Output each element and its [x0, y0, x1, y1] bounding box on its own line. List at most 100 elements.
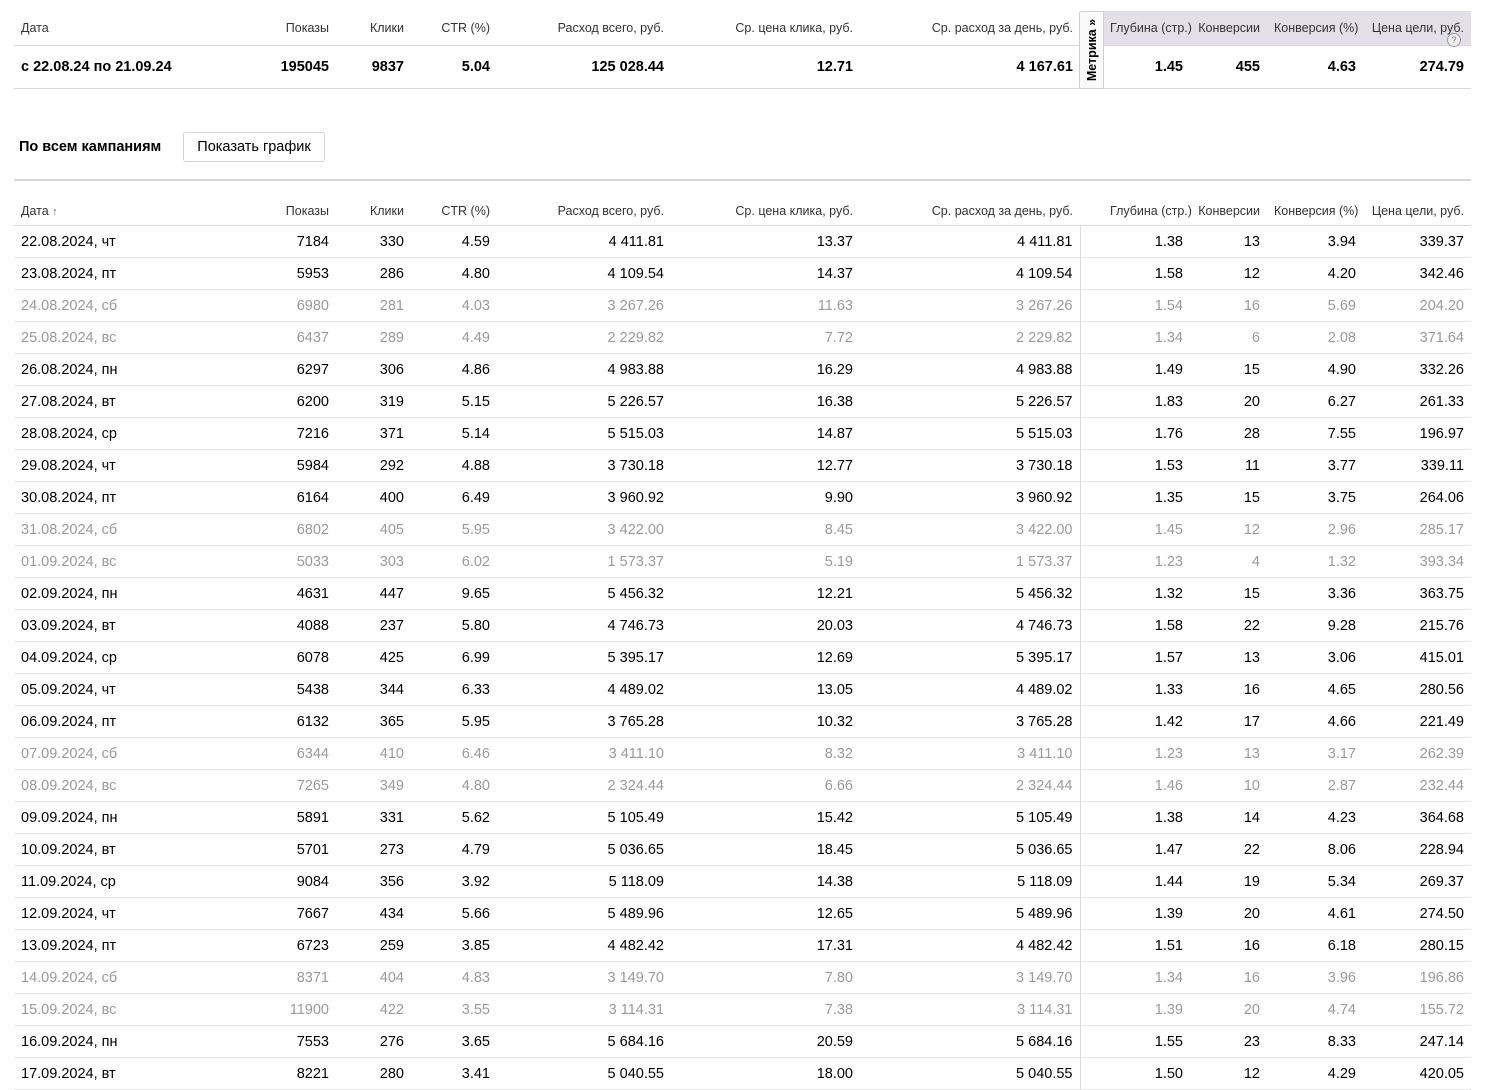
cell-date: 26.08.2024, пн [14, 353, 248, 386]
cell-avg-cpc: 8.45 [671, 513, 860, 546]
cell-conversions: 4 [1190, 545, 1267, 578]
cell-ctr: 6.33 [411, 673, 497, 706]
cell-depth: 1.57 [1103, 641, 1190, 674]
table-row: 06.09.2024, пт 6132 365 5.95 3 765.28 10.32 3 … [14, 705, 1471, 738]
summary-clicks: 9837 [336, 45, 411, 89]
cell-date: 02.09.2024, пн [14, 577, 248, 610]
table-row: 02.09.2024, пн 4631 447 9.65 5 456.32 12.21 5 … [14, 577, 1471, 610]
cell-spend: 4 746.73 [497, 609, 671, 642]
cell-conversion-rate: 8.06 [1267, 833, 1363, 866]
summary-col-ctr: CTR (%) [411, 11, 497, 46]
summary-col-date: Дата [14, 11, 248, 46]
cell-clicks: 303 [336, 545, 411, 578]
help-icon[interactable]: ? [1447, 33, 1461, 47]
cell-conversions: 22 [1190, 833, 1267, 866]
summary-total-row: с 22.08.24 по 21.09.24 195045 9837 5.04 … [14, 11, 1471, 89]
summary-col-conversion-rate: Конверсия (%) [1267, 11, 1363, 46]
cell-impressions: 6078 [248, 641, 336, 674]
cell-ctr: 6.02 [411, 545, 497, 578]
cell-clicks: 422 [336, 993, 411, 1026]
cell-goal-cost: 332.26 [1363, 353, 1471, 386]
cell-conversions: 6 [1190, 321, 1267, 354]
cell-spend: 5 395.17 [497, 641, 671, 674]
col-conversions-header[interactable]: Конверсии [1190, 196, 1267, 226]
cell-goal-cost: 393.34 [1363, 545, 1471, 578]
metrika-separator-cell [1079, 1025, 1103, 1058]
cell-clicks: 344 [336, 673, 411, 706]
table-row: 24.08.2024, сб 6980 281 4.03 3 267.26 11.63 3 … [14, 289, 1471, 322]
cell-date: 24.08.2024, сб [14, 289, 248, 322]
metrika-tab-label: Метрика » [1084, 18, 1099, 82]
cell-avg-cpc: 11.63 [671, 289, 860, 322]
cell-goal-cost: 228.94 [1363, 833, 1471, 866]
cell-date: 04.09.2024, ср [14, 641, 248, 674]
cell-avg-daily-spend: 3 730.18 [860, 449, 1080, 482]
cell-ctr: 6.46 [411, 737, 497, 770]
cell-depth: 1.38 [1103, 801, 1190, 834]
metrika-separator-cell [1079, 321, 1103, 354]
cell-spend: 3 765.28 [497, 705, 671, 738]
summary-conversions: 455 [1190, 45, 1267, 89]
cell-conversion-rate: 4.90 [1267, 353, 1363, 386]
cell-impressions: 7667 [248, 897, 336, 930]
cell-spend: 5 489.96 [497, 897, 671, 930]
cell-conversions: 22 [1190, 609, 1267, 642]
col-conversion-rate-header[interactable]: Конверсия (%) [1267, 196, 1363, 226]
cell-depth: 1.50 [1103, 1057, 1190, 1090]
cell-avg-daily-spend: 5 515.03 [860, 417, 1080, 450]
cell-avg-daily-spend: 5 456.32 [860, 577, 1080, 610]
cell-depth: 1.58 [1103, 257, 1190, 290]
cell-conversion-rate: 4.29 [1267, 1057, 1363, 1090]
metrika-separator-cell [1079, 513, 1103, 546]
cell-depth: 1.44 [1103, 865, 1190, 898]
cell-goal-cost: 285.17 [1363, 513, 1471, 546]
cell-impressions: 6802 [248, 513, 336, 546]
cell-conversion-rate: 5.34 [1267, 865, 1363, 898]
cell-depth: 1.53 [1103, 449, 1190, 482]
cell-date: 13.09.2024, пт [14, 929, 248, 962]
cell-avg-cpc: 7.80 [671, 961, 860, 994]
cell-date: 14.09.2024, сб [14, 961, 248, 994]
cell-conversion-rate: 6.27 [1267, 385, 1363, 418]
cell-ctr: 4.59 [411, 225, 497, 258]
metrika-tab[interactable]: Метрика » [1079, 11, 1104, 89]
show-chart-button[interactable]: Показать график [183, 132, 325, 162]
cell-spend: 3 422.00 [497, 513, 671, 546]
col-clicks-header[interactable]: Клики [336, 196, 411, 226]
col-ctr-header[interactable]: CTR (%) [411, 196, 497, 226]
cell-conversions: 15 [1190, 577, 1267, 610]
col-avg-daily-spend-header[interactable]: Ср. расход за день, руб. [860, 196, 1080, 226]
cell-conversion-rate: 3.75 [1267, 481, 1363, 514]
col-impressions-header[interactable]: Показы [248, 196, 336, 226]
metrika-separator-cell [1079, 673, 1103, 706]
cell-impressions: 5438 [248, 673, 336, 706]
cell-conversion-rate: 4.23 [1267, 801, 1363, 834]
table-row: 15.09.2024, вс 11900 422 3.55 3 114.31 7.38 3 … [14, 993, 1471, 1026]
cell-clicks: 447 [336, 577, 411, 610]
col-spend-header[interactable]: Расход всего, руб. [497, 196, 671, 226]
cell-conversions: 16 [1190, 673, 1267, 706]
cell-impressions: 7184 [248, 225, 336, 258]
cell-conversions: 16 [1190, 961, 1267, 994]
cell-avg-daily-spend: 2 229.82 [860, 321, 1080, 354]
cell-clicks: 331 [336, 801, 411, 834]
cell-avg-daily-spend: 5 226.57 [860, 385, 1080, 418]
cell-date: 31.08.2024, сб [14, 513, 248, 546]
col-avg-cpc-header[interactable]: Ср. цена клика, руб. [671, 196, 860, 226]
col-depth-header[interactable]: Глубина (стр.) [1103, 196, 1192, 226]
cell-impressions: 7265 [248, 769, 336, 802]
col-date-header[interactable]: Дата ↑ [14, 196, 248, 226]
summary-avg-cpc: 12.71 [671, 45, 860, 89]
metrika-separator-cell [1079, 897, 1103, 930]
cell-avg-daily-spend: 3 114.31 [860, 993, 1080, 1026]
cell-spend: 3 149.70 [497, 961, 671, 994]
col-goal-cost-header[interactable]: Цена цели, руб. [1363, 196, 1471, 226]
cell-avg-cpc: 12.69 [671, 641, 860, 674]
cell-ctr: 5.66 [411, 897, 497, 930]
cell-spend: 4 109.54 [497, 257, 671, 290]
cell-clicks: 237 [336, 609, 411, 642]
metrika-separator-cell [1079, 577, 1103, 610]
cell-clicks: 434 [336, 897, 411, 930]
summary-col-conversions: Конверсии [1190, 11, 1267, 46]
cell-avg-daily-spend: 2 324.44 [860, 769, 1080, 802]
